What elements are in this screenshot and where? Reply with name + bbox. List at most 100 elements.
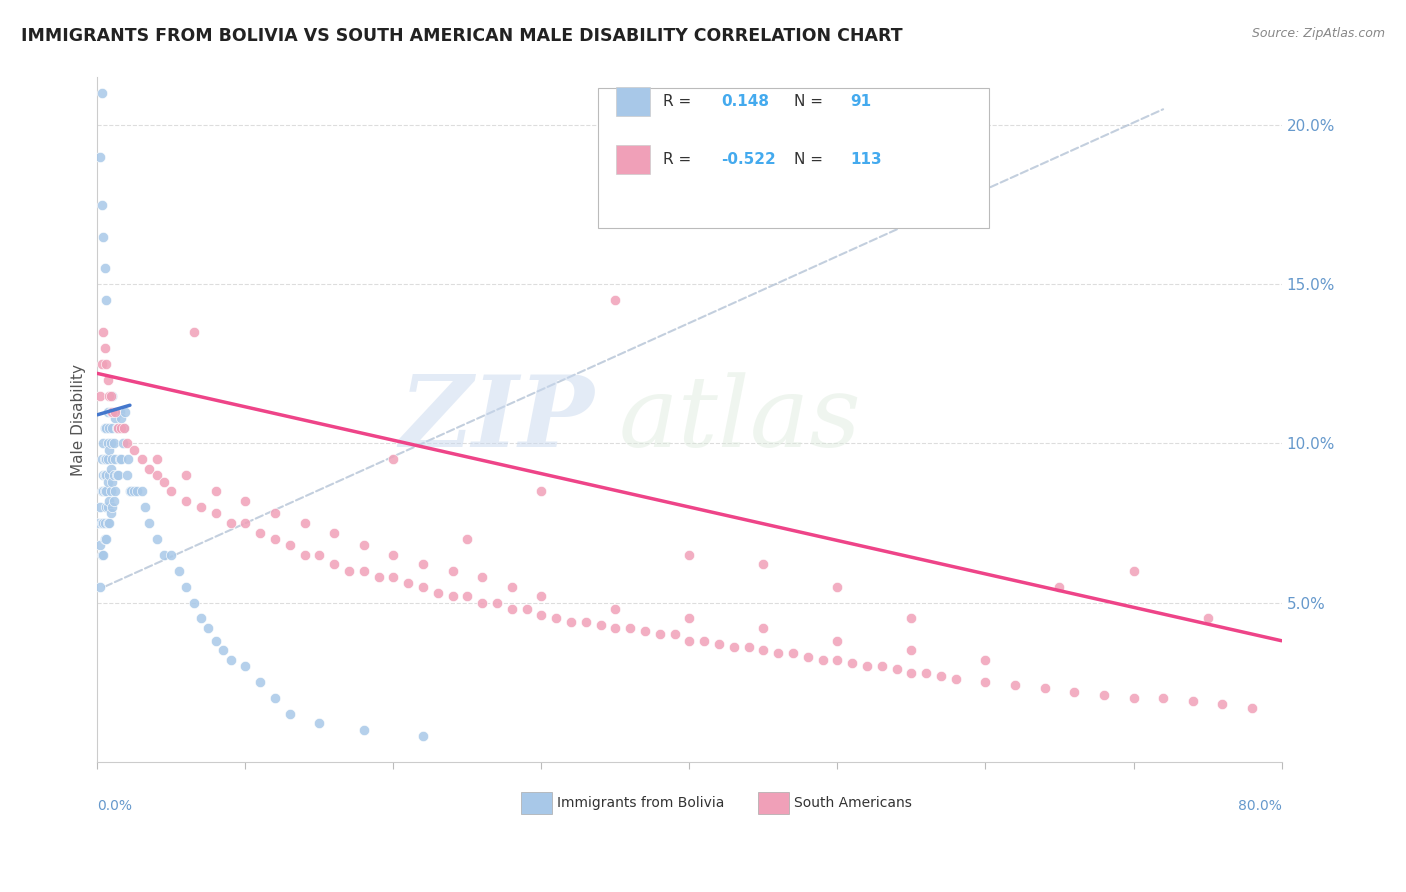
Point (1004, 678, 1026, 692)
Point (294, 548, 316, 562)
Point (219, 516, 242, 530)
Text: 91: 91 (851, 94, 872, 109)
Point (97, 404, 120, 418)
Text: ZIP: ZIP (399, 371, 595, 467)
Point (104, 484, 127, 499)
Point (160, 484, 183, 499)
Point (782, 647, 804, 661)
Point (752, 621, 775, 635)
Text: -0.522: -0.522 (721, 152, 776, 167)
Point (94, 261, 117, 276)
Text: N =: N = (793, 152, 828, 167)
Point (91, 325, 114, 339)
Point (96, 420, 118, 434)
Point (471, 596, 494, 610)
Point (204, 633, 226, 648)
Point (104, 452, 127, 467)
Point (98, 516, 121, 530)
Point (91, 484, 114, 499)
Point (412, 580, 434, 594)
FancyBboxPatch shape (616, 145, 651, 174)
Point (1033, 681, 1056, 696)
Point (1063, 684, 1085, 698)
Point (91, 468, 114, 483)
Point (103, 468, 125, 483)
Point (678, 633, 700, 648)
Point (131, 484, 153, 499)
Point (190, 611, 212, 625)
Point (183, 325, 205, 339)
Point (96, 357, 118, 371)
Text: Immigrants from Bolivia: Immigrants from Bolivia (557, 797, 724, 811)
Point (89, 500, 111, 514)
Point (100, 389, 122, 403)
Point (111, 436, 134, 450)
Point (94, 532, 117, 546)
Point (101, 389, 124, 403)
Point (153, 548, 176, 562)
Point (96, 484, 118, 499)
Point (278, 538, 301, 552)
Point (235, 493, 257, 508)
Point (107, 420, 129, 434)
Point (471, 570, 494, 584)
Point (264, 691, 287, 706)
Point (678, 548, 700, 562)
Point (827, 633, 849, 648)
Point (160, 548, 183, 562)
Point (145, 532, 167, 546)
Text: South Americans: South Americans (793, 797, 911, 811)
Point (827, 580, 849, 594)
Point (560, 615, 582, 629)
Point (841, 656, 863, 670)
Point (112, 420, 135, 434)
Point (89, 389, 111, 403)
Point (101, 500, 124, 514)
Point (101, 404, 124, 418)
Point (1197, 611, 1219, 625)
Point (249, 675, 271, 690)
Point (120, 484, 142, 499)
Point (190, 500, 212, 514)
Point (145, 452, 167, 467)
Point (1122, 691, 1144, 706)
Point (235, 516, 257, 530)
Point (97, 475, 120, 489)
Point (117, 452, 139, 467)
Point (530, 608, 553, 623)
Point (900, 611, 922, 625)
Point (323, 525, 346, 540)
FancyBboxPatch shape (758, 792, 789, 814)
Point (219, 653, 242, 667)
Point (114, 404, 136, 418)
Point (212, 643, 235, 657)
Point (98, 442, 121, 457)
Point (678, 611, 700, 625)
Point (501, 602, 523, 616)
Point (707, 637, 730, 651)
Point (353, 723, 375, 737)
Point (153, 475, 176, 489)
Point (98, 389, 121, 403)
Point (752, 643, 775, 657)
Point (589, 617, 612, 632)
Point (98, 420, 121, 434)
Point (94, 468, 117, 483)
Point (108, 404, 131, 418)
Point (1240, 700, 1263, 714)
Point (204, 484, 226, 499)
Point (91, 516, 114, 530)
Point (456, 589, 478, 603)
Point (104, 404, 127, 418)
Point (441, 589, 464, 603)
Point (145, 468, 167, 483)
Point (264, 507, 287, 521)
Point (107, 420, 129, 434)
Point (1211, 698, 1233, 712)
Point (96, 532, 118, 546)
Point (1049, 580, 1071, 594)
Point (112, 420, 135, 434)
Point (197, 621, 219, 635)
Point (94, 341, 117, 355)
Point (97, 516, 120, 530)
